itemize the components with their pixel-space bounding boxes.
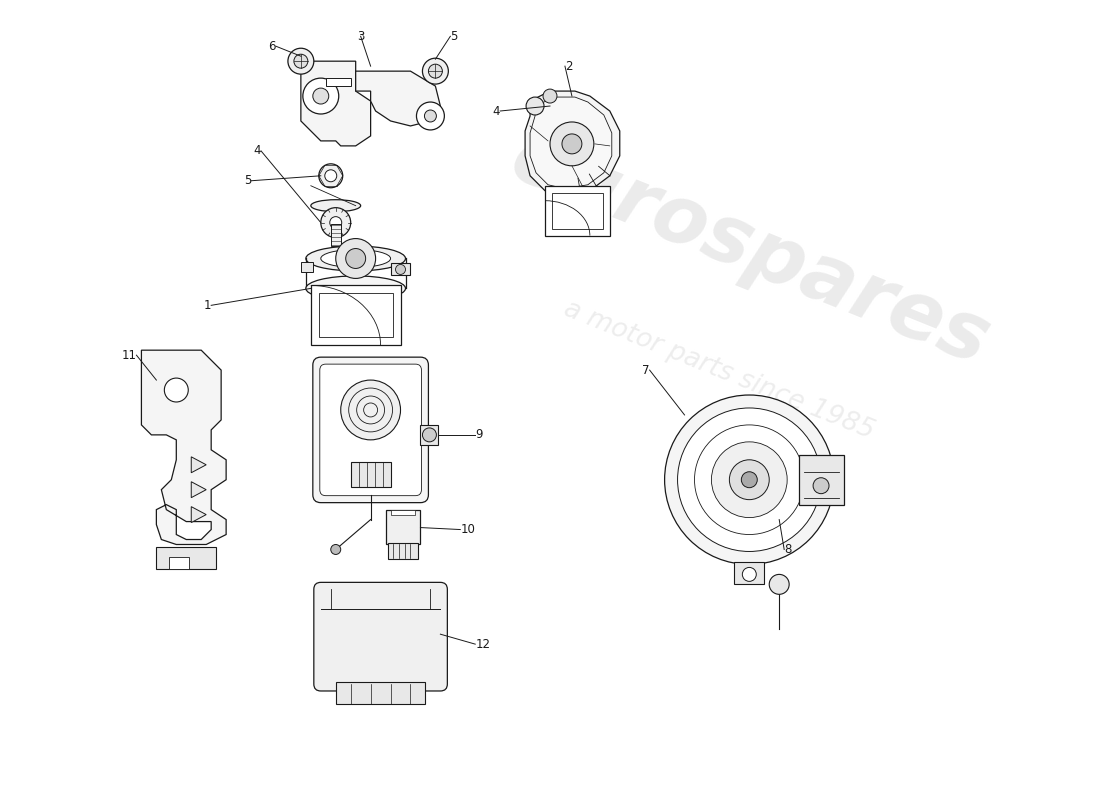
Circle shape	[813, 478, 829, 494]
FancyBboxPatch shape	[320, 364, 421, 496]
Text: 1: 1	[204, 299, 211, 312]
Circle shape	[540, 96, 560, 116]
Text: 5: 5	[244, 174, 251, 187]
Text: 4: 4	[493, 105, 500, 118]
Text: 6: 6	[268, 40, 276, 53]
Circle shape	[544, 101, 556, 111]
Bar	[156, 547, 217, 570]
Text: 9: 9	[475, 428, 483, 442]
Bar	[386, 510, 420, 545]
Text: 11: 11	[121, 349, 136, 362]
Text: 2: 2	[565, 60, 572, 73]
Circle shape	[678, 408, 821, 551]
Circle shape	[428, 64, 442, 78]
Bar	[301, 262, 312, 273]
Ellipse shape	[306, 246, 406, 271]
Bar	[331, 224, 341, 246]
Text: 10: 10	[460, 523, 475, 536]
Bar	[311, 286, 400, 345]
Circle shape	[543, 89, 557, 103]
Text: 3: 3	[358, 30, 364, 42]
Polygon shape	[191, 506, 206, 522]
Circle shape	[324, 170, 337, 182]
Circle shape	[302, 78, 339, 114]
Bar	[336, 682, 426, 704]
Circle shape	[396, 265, 406, 274]
Circle shape	[712, 442, 788, 518]
Circle shape	[417, 102, 444, 130]
Circle shape	[741, 472, 757, 488]
Ellipse shape	[306, 276, 406, 301]
Bar	[544, 186, 609, 235]
Bar	[799, 455, 844, 505]
Circle shape	[526, 97, 544, 115]
Circle shape	[664, 395, 834, 565]
Bar	[420, 425, 439, 445]
Circle shape	[331, 545, 341, 554]
Circle shape	[425, 110, 437, 122]
Circle shape	[562, 134, 582, 154]
Text: 7: 7	[642, 364, 650, 377]
Circle shape	[742, 567, 757, 582]
Bar	[351, 462, 390, 486]
Bar	[390, 263, 410, 275]
Circle shape	[422, 428, 437, 442]
Bar	[169, 558, 189, 570]
Circle shape	[294, 54, 308, 68]
Circle shape	[288, 48, 313, 74]
Text: 4: 4	[253, 144, 261, 158]
Text: 8: 8	[784, 543, 792, 556]
Circle shape	[422, 58, 449, 84]
Text: eurospares: eurospares	[498, 119, 1000, 382]
Polygon shape	[530, 97, 612, 189]
Circle shape	[550, 122, 594, 166]
Circle shape	[336, 238, 375, 278]
Bar	[390, 510, 416, 514]
Polygon shape	[301, 61, 371, 146]
Polygon shape	[191, 482, 206, 498]
Text: 12: 12	[475, 638, 491, 650]
Circle shape	[312, 88, 329, 104]
Text: a motor parts since 1985: a motor parts since 1985	[561, 296, 879, 445]
Circle shape	[164, 378, 188, 402]
Circle shape	[345, 249, 365, 269]
Polygon shape	[142, 350, 227, 545]
Circle shape	[769, 574, 789, 594]
Bar	[735, 562, 764, 584]
Circle shape	[694, 425, 804, 534]
FancyBboxPatch shape	[312, 357, 428, 502]
Polygon shape	[525, 91, 619, 196]
FancyBboxPatch shape	[314, 582, 448, 691]
Circle shape	[321, 208, 351, 238]
Circle shape	[341, 380, 400, 440]
Bar	[326, 78, 351, 86]
Ellipse shape	[321, 250, 390, 267]
Circle shape	[729, 460, 769, 500]
Polygon shape	[191, 457, 206, 473]
Circle shape	[319, 164, 343, 188]
Bar	[387, 542, 418, 559]
Bar	[552, 193, 603, 229]
Polygon shape	[355, 71, 440, 126]
Ellipse shape	[311, 200, 361, 212]
Circle shape	[330, 217, 342, 229]
Text: 5: 5	[450, 30, 458, 42]
Bar	[319, 294, 393, 338]
